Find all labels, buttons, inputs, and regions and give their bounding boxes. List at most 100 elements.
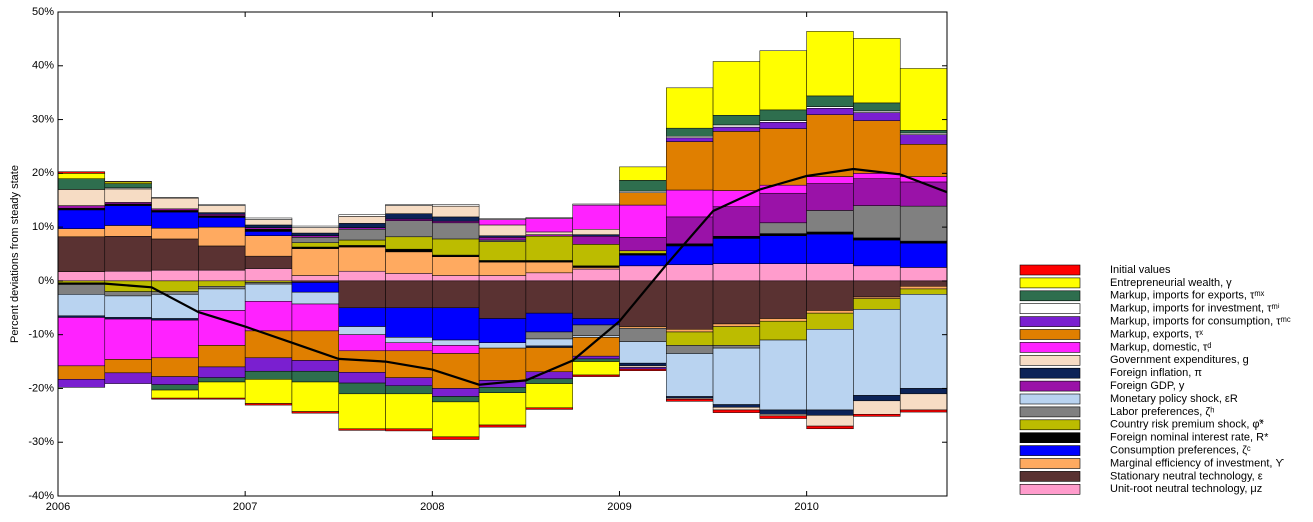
bar-segment <box>104 270 152 282</box>
bar-segment <box>57 379 106 388</box>
bar-segment <box>899 242 948 268</box>
bar-segment <box>478 387 527 393</box>
bar-segment <box>432 307 480 341</box>
bar-segment <box>759 280 807 319</box>
bar-segment <box>385 280 433 309</box>
y-axis-label: Percent deviations from steady state <box>9 165 21 343</box>
bar-segment <box>899 181 948 207</box>
bar-segment <box>432 396 480 403</box>
bar-segment <box>572 203 620 206</box>
bar-segment <box>666 127 714 137</box>
bar-segment <box>572 244 620 267</box>
bar-segment <box>104 372 152 384</box>
bar-segment <box>899 280 948 287</box>
bar-segment <box>666 329 714 333</box>
bar-segment <box>572 361 620 376</box>
bar-segment <box>338 428 386 431</box>
bar-segment <box>338 229 386 241</box>
legend-label: Country risk premium shock, φ̃* <box>1110 419 1265 431</box>
legend-label: Labor preferences, ζʰ <box>1110 406 1214 418</box>
bar-segment <box>198 377 246 383</box>
bar-segment <box>525 378 573 384</box>
bar-segment <box>525 236 573 261</box>
bar-segment <box>291 232 339 236</box>
bar-segment <box>712 326 761 346</box>
x-tick-label: 2007 <box>233 501 257 513</box>
bar-segment <box>806 31 854 97</box>
bar-segment <box>759 263 807 282</box>
bar-segment <box>104 181 152 183</box>
bar-segment <box>432 345 480 354</box>
bar-segment <box>806 231 854 235</box>
bar-segment <box>666 345 714 354</box>
bar-segment <box>198 205 246 213</box>
bar-segment <box>291 237 339 243</box>
bar-segment <box>712 206 761 237</box>
legend-swatch <box>1019 264 1081 276</box>
bar-segment <box>244 379 293 404</box>
bar-segment <box>806 210 854 233</box>
y-tick-label: -40% <box>28 490 54 502</box>
bar-segment <box>806 329 854 411</box>
bar-segment <box>572 374 620 377</box>
bar-segment <box>853 120 901 174</box>
bar-segment <box>853 395 901 402</box>
bar-segment <box>291 227 339 234</box>
bar-segment <box>853 280 901 298</box>
bar-segment <box>338 223 386 228</box>
bar-segment <box>525 331 573 340</box>
y-tick-label: -30% <box>28 436 54 448</box>
bar-segment <box>151 197 199 199</box>
bar-segment <box>712 61 761 116</box>
bar-segment <box>244 403 293 406</box>
bar-segment <box>151 357 199 377</box>
bar-segment <box>151 397 199 400</box>
legend-swatch <box>1019 432 1081 444</box>
bar-segment <box>478 347 527 381</box>
legend-label: Markup, domestic, τᵈ <box>1110 341 1211 353</box>
bar-segment <box>385 342 433 352</box>
bar-segment <box>338 382 386 395</box>
bar-segment <box>291 370 339 383</box>
bar-segment <box>57 365 106 380</box>
legend-swatch <box>1019 471 1081 482</box>
bar-segment <box>806 183 854 211</box>
bar-segment <box>525 218 573 233</box>
bar-segment <box>244 229 293 232</box>
bar-segment <box>806 409 854 416</box>
legend-swatch <box>1019 329 1081 340</box>
bar-segment <box>478 392 527 426</box>
legend-swatch <box>1019 367 1081 379</box>
bar-segment <box>291 303 339 332</box>
bar-segment <box>104 188 152 203</box>
bar-segment <box>338 372 386 384</box>
bar-segment <box>666 264 714 282</box>
bar-segment <box>244 217 293 220</box>
bar-segment <box>198 286 246 290</box>
bar-segment <box>385 337 433 343</box>
bar-segment <box>385 204 433 206</box>
bar-segment <box>666 141 714 191</box>
legend-label: Markup, imports for consumption, τᵐᶜ <box>1110 316 1291 328</box>
bar-segment <box>619 362 667 367</box>
y-tick-label: 0% <box>38 275 54 287</box>
bar-segment <box>244 224 293 228</box>
bar-segment <box>478 424 527 428</box>
bar-segment <box>899 134 948 145</box>
bar-segment <box>244 235 293 257</box>
bar-segment <box>57 283 106 295</box>
bar-segment <box>712 404 761 408</box>
legend-label: Entrepreneurial wealth, γ <box>1110 277 1232 289</box>
bar-segment <box>899 144 948 177</box>
bar-segment <box>338 393 386 430</box>
bar-segment <box>432 436 480 440</box>
bar-segment <box>385 377 433 387</box>
bar-segment <box>853 102 901 112</box>
bar-segment <box>291 381 339 412</box>
bar-segment <box>432 280 480 309</box>
bar-segment <box>104 183 152 189</box>
legend-label: Unit-root neutral technology, μz <box>1110 483 1262 495</box>
legend-label: Government expenditures, g <box>1110 354 1249 366</box>
bar-segment <box>338 280 386 309</box>
bar-segment <box>385 273 433 282</box>
